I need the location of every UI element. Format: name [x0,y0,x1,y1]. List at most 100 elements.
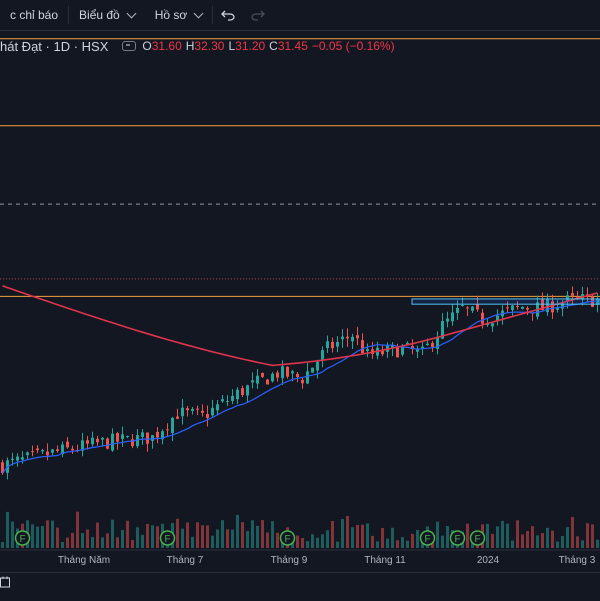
chevron-down-icon [193,8,204,19]
candle-body [321,350,324,360]
candle-body [256,375,259,384]
candle-body [426,343,429,346]
volume-bar [6,511,9,548]
candle-body [336,341,339,347]
volume-bar [446,526,449,548]
candle-body [331,341,334,349]
ma-short-line [2,300,598,474]
volume-bar [326,530,329,548]
candle-body [236,389,239,400]
volume-bar [106,533,109,548]
undo-icon [221,10,235,21]
candle-body [191,409,194,411]
candle-body [71,448,74,451]
earnings-marker-circle [419,530,436,546]
volume-bar [151,525,154,548]
volume-bar [356,524,359,548]
volume-bar [486,523,489,548]
candle-body [151,435,154,441]
time-axis-tick-label: Tháng 9 [271,555,308,566]
candle-body [176,416,179,419]
symbol-title[interactable]: hát Đạt · 1D · HSX [0,38,109,54]
close-label: C [269,39,278,53]
candle-body [226,400,229,402]
volume-bar [186,522,189,548]
indicators-button[interactable]: c chỉ báo [0,0,68,30]
earnings-marker[interactable]: F [469,530,486,546]
redo-icon [251,10,266,21]
candle-body [546,299,549,313]
volume-bar [576,536,579,548]
candle-body [421,346,424,349]
profile-menu-button[interactable]: Hồ sơ [145,0,213,30]
volume-bar [201,525,204,548]
candle-body [341,336,344,340]
earnings-marker[interactable]: F [159,530,176,546]
price-chart[interactable]: F F F F F F Tháng Năm Tháng 7 Tháng 9 Tháng 11 202… [0,30,600,572]
volume-bar [131,539,134,548]
candle-body [116,433,119,442]
volume-bar [36,526,39,548]
volume-bar [246,530,249,548]
candle-body [566,295,569,301]
candle-body [141,432,144,437]
calendar-icon[interactable] [0,576,10,588]
volume-bar [561,535,564,548]
volume-bar [346,516,349,548]
time-axis-tick-label: Tháng Năm [58,555,110,566]
candle-body [206,414,209,418]
redo-button[interactable] [243,0,273,30]
candle-body [326,341,329,349]
volume-bar [501,520,504,548]
earnings-marker[interactable]: F [14,530,31,546]
candle-body [451,312,454,322]
candle-body [21,457,24,460]
high-value: 32.30 [194,39,225,53]
undo-button[interactable] [213,0,243,30]
volume-bar [401,537,404,548]
candle-body [346,336,349,339]
volume-bar [341,519,344,548]
volume-bar [416,530,419,548]
volume-bar [391,527,394,548]
volume-bar [436,521,439,548]
volume-bar [361,524,364,548]
candle-body [306,371,309,384]
volume-bar [31,524,34,548]
eye-icon[interactable] [122,41,137,51]
candle-body [276,372,279,378]
chart-menu-button[interactable]: Biểu đồ [69,0,145,30]
volume-bar [91,537,94,548]
candle-body [66,441,69,448]
candle-body [246,385,249,396]
earnings-marker[interactable]: F [419,530,436,546]
volume-bar [266,532,269,548]
chevron-down-icon [126,8,137,19]
candle-body [31,451,34,453]
volume-bar [176,518,179,548]
volume-bar [271,521,274,548]
candle-body [556,307,559,310]
volume-bar [311,534,314,548]
volume-bar [241,522,244,548]
earnings-marker[interactable]: F [279,530,296,546]
volume-bar [206,525,209,548]
candle-body [26,452,29,456]
volume-bar [96,522,99,548]
candle-body [441,321,444,339]
candle-body [56,449,59,452]
candle-body [266,379,269,385]
volume-bar [316,537,319,548]
volume-bar [406,540,409,548]
volume-bar [571,516,574,548]
ma-long-line [2,285,598,367]
change-value: −0.05 (−0.16%) [311,39,395,53]
candle-body [291,371,294,374]
bottom-bar [0,572,600,601]
volume-bar [61,541,64,548]
volume-bar [121,530,124,548]
volume-bar [276,532,279,548]
candle-body [431,342,434,347]
earnings-marker[interactable]: F [449,530,466,546]
earnings-marker-label: F [284,534,290,545]
